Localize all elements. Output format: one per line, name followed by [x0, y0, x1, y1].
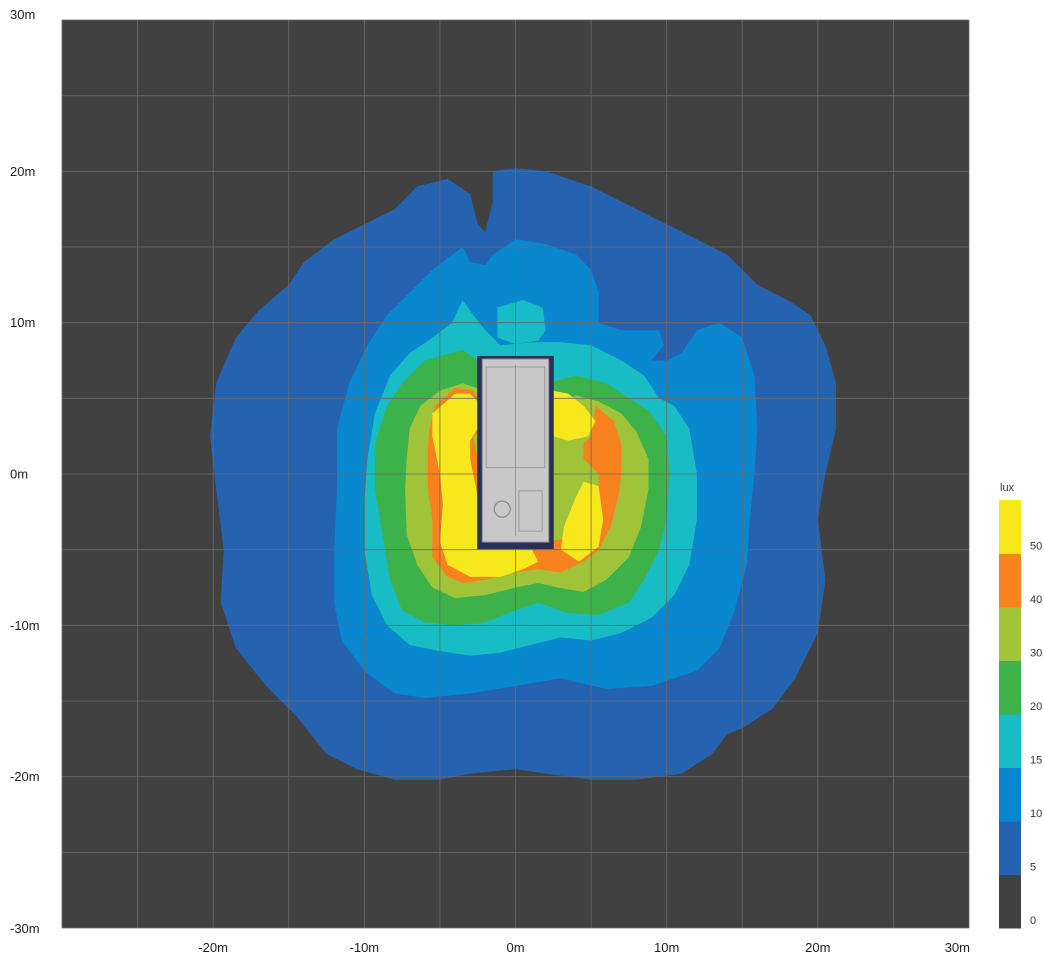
legend-label: 30	[1030, 648, 1042, 660]
contour-50-lux-8	[560, 481, 604, 562]
contour-15-lux-9	[497, 300, 546, 344]
x-tick-label: 20m	[805, 940, 830, 955]
luminaire-detail	[493, 500, 511, 518]
legend-label: 20	[1030, 701, 1042, 713]
grid-lines	[61, 19, 970, 929]
legend-swatch-15	[999, 714, 1021, 768]
legend-swatch-0	[999, 874, 1021, 929]
legend-swatch-10	[999, 767, 1021, 822]
legend-label: 5	[1030, 862, 1036, 874]
luminaire-footprint	[477, 355, 554, 550]
y-tick-label: 10m	[10, 315, 35, 330]
x-tick-label: 10m	[654, 940, 679, 955]
y-tick-label: 20m	[10, 164, 35, 179]
color-legend: lux 0 5 10 15 20 30 40 50	[999, 482, 1042, 929]
y-tick-label: -10m	[10, 618, 40, 633]
legend-swatch-40	[999, 553, 1021, 608]
y-tick-label: -20m	[10, 769, 40, 784]
legend-label: 10	[1030, 808, 1042, 820]
legend-swatch-5	[999, 821, 1021, 875]
y-tick-label: -30m	[10, 921, 40, 936]
legend-label: 15	[1030, 755, 1042, 767]
legend-label: 50	[1030, 541, 1042, 553]
luminaire-detail	[518, 490, 543, 532]
legend-swatch-50	[999, 500, 1021, 554]
x-tick-label: -20m	[198, 940, 228, 955]
legend-title: lux	[1000, 482, 1015, 494]
y-tick-label: 0m	[10, 467, 28, 482]
x-tick-label: 0m	[506, 940, 524, 955]
contour-50-lux-7	[548, 390, 596, 441]
y-tick-label: 30m	[10, 7, 35, 22]
x-tick-label: -10m	[350, 940, 380, 955]
legend-swatch-20	[999, 660, 1021, 715]
x-tick-label: 30m	[945, 940, 970, 955]
x-axis-ticks: -20m -10m 0m 10m 20m 30m	[198, 940, 970, 955]
y-axis-ticks: 30m 20m 10m 0m -10m -20m -30m	[10, 7, 40, 936]
legend-label: 0	[1030, 915, 1036, 927]
legend-label: 40	[1030, 594, 1042, 606]
legend-swatch-30	[999, 607, 1021, 661]
